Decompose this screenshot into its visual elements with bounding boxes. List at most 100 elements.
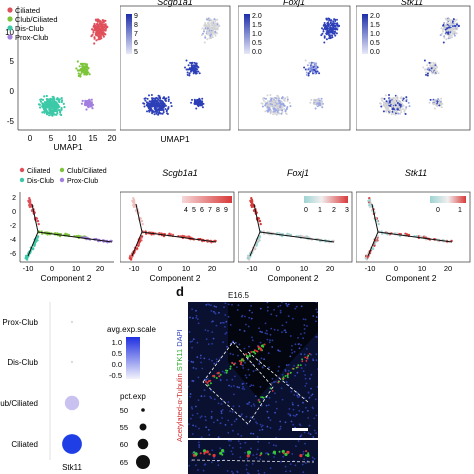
nucleus-speck: [291, 352, 294, 354]
nucleus-speck: [232, 447, 234, 449]
nucleus-speck: [241, 387, 244, 390]
umap-expr-point: [457, 24, 460, 27]
umap-expr-point: [210, 36, 213, 39]
nucleus-speck: [303, 332, 306, 334]
umap-expr-point: [316, 66, 319, 69]
umap-expr-point: [157, 98, 160, 101]
dot-plot: Prox-Club Dis-Club lub/Ciliated Ciliated St…: [0, 302, 156, 472]
nucleus-speck: [294, 307, 297, 310]
nucleus-speck: [289, 470, 292, 472]
trajectory-point: [371, 247, 375, 250]
nucleus-speck: [266, 302, 269, 304]
svg-text:9: 9: [134, 13, 138, 20]
nucleus-speck: [252, 403, 255, 406]
svg-text:0: 0: [12, 209, 16, 216]
umap-expr-point: [425, 68, 428, 71]
nucleus-speck: [215, 324, 218, 327]
nucleus-speck: [232, 405, 235, 408]
umap-expr-point: [264, 101, 267, 104]
umap-expr-point: [443, 36, 446, 39]
nucleus-speck: [226, 379, 228, 381]
nucleus-speck: [277, 305, 280, 308]
umap-cell-dis_club: [56, 110, 59, 113]
nucleus-speck: [190, 360, 193, 363]
nucleus-speck: [258, 359, 261, 362]
umap-expr-point: [306, 64, 309, 67]
umap-expr-point: [403, 109, 406, 112]
umap-expr-point: [324, 23, 327, 26]
umap-expr-point: [281, 105, 284, 107]
nucleus-speck: [255, 421, 257, 423]
trajectory-point: [376, 235, 380, 238]
nucleus-speck: [277, 349, 279, 352]
nucleus-speck: [227, 419, 230, 422]
umap-expr-point: [393, 108, 395, 111]
trajectory-point: [369, 202, 372, 205]
umap-expr-point: [265, 97, 267, 100]
nucleus-speck: [211, 342, 214, 345]
umap-cell-ciliated: [92, 31, 95, 34]
umap-expr-point: [431, 64, 434, 67]
umap-expr-point: [325, 33, 328, 36]
nucleus-speck: [252, 384, 255, 387]
umap-expr-point: [165, 97, 168, 100]
x-axis-label: UMAP1: [53, 142, 83, 150]
umap-expr-point: [266, 104, 268, 107]
umap-expr-point: [272, 113, 275, 116]
umap-expr-point: [326, 31, 328, 34]
umap-expr-point: [326, 29, 329, 32]
nucleus-speck: [222, 341, 224, 343]
umap-expr-point: [158, 96, 161, 99]
umap-cell-dis_club: [44, 103, 47, 106]
umap-expr-point: [155, 112, 158, 115]
umap-expr-point: [143, 97, 146, 100]
umap-expr-point: [195, 65, 198, 68]
nucleus-speck: [287, 364, 290, 366]
umap-cell-dis_club: [58, 98, 61, 101]
size-legend-tick: 60: [120, 440, 128, 449]
umap-expr-point: [278, 100, 281, 102]
svg-text:10: 10: [182, 264, 190, 273]
dot-plot-category-label: Ciliated: [11, 440, 38, 449]
umap-expr-point: [399, 112, 402, 115]
stain-speck: [260, 452, 263, 455]
nucleus-speck: [282, 455, 285, 458]
x-axis-label: Component 2: [149, 273, 200, 282]
umap-cell-ciliated: [94, 26, 97, 29]
nucleus-speck: [213, 310, 215, 313]
umap-expr-point: [153, 104, 156, 107]
xtick-10: 10: [68, 134, 77, 143]
umap-expr-point: [184, 66, 186, 69]
nucleus-speck: [300, 344, 302, 346]
nucleus-speck: [229, 410, 231, 412]
nucleus-speck: [305, 406, 307, 409]
nucleus-speck: [196, 318, 199, 320]
umap-expr-point: [448, 26, 451, 29]
nucleus-speck: [257, 469, 260, 472]
nucleus-speck: [198, 427, 200, 430]
umap-expr-point: [206, 27, 209, 30]
nucleus-speck: [313, 429, 316, 432]
nucleus-speck: [225, 320, 228, 323]
nucleus-speck: [315, 316, 318, 318]
umap-cell-dis_club: [60, 107, 63, 110]
umap-cell-dis_club: [53, 109, 56, 112]
umap-expr-point: [433, 107, 436, 110]
umap-expr-point: [442, 23, 445, 26]
umap-expr-point: [445, 38, 448, 41]
nucleus-speck: [261, 428, 264, 431]
umap-expr-point: [213, 18, 216, 21]
umap-expr-point: [395, 96, 398, 99]
umap-cell-dis_club: [47, 111, 50, 115]
umap-expr-point: [162, 109, 165, 112]
zoom-guide-line: [247, 351, 309, 403]
nucleus-speck: [197, 469, 199, 471]
umap-expr-point: [310, 65, 313, 68]
nucleus-speck: [205, 338, 208, 341]
dot-plot-x-label: Stk11: [62, 463, 82, 472]
umap-expr-point: [157, 113, 160, 116]
nucleus-speck: [226, 470, 229, 472]
nucleus-speck: [307, 391, 310, 394]
umap-cell-club_ciliated: [78, 69, 81, 72]
umap-expr-point: [273, 100, 276, 103]
